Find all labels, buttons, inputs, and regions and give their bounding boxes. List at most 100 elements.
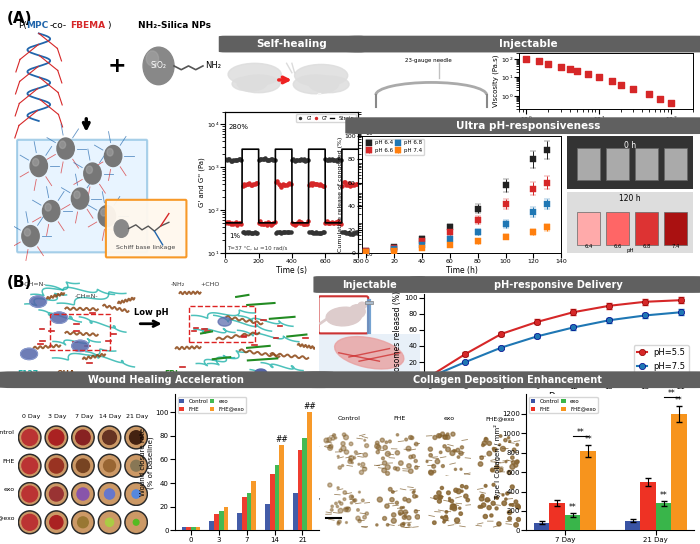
Circle shape	[345, 507, 351, 512]
X-axis label: Time (s): Time (s)	[276, 265, 307, 275]
Text: pH-responsive Delivery: pH-responsive Delivery	[494, 280, 622, 289]
G"	[292, 219, 303, 227]
Circle shape	[460, 468, 462, 470]
Text: F127: F127	[17, 370, 38, 379]
pH=5.5	[533, 319, 542, 325]
G'	[290, 156, 302, 164]
Circle shape	[361, 462, 365, 466]
Circle shape	[447, 491, 450, 494]
G'	[257, 155, 268, 164]
Circle shape	[508, 437, 510, 439]
G'	[232, 156, 243, 165]
Circle shape	[456, 448, 460, 452]
G"	[223, 219, 234, 228]
Circle shape	[104, 489, 115, 499]
Circle shape	[491, 468, 494, 472]
Bar	[270, 474, 274, 530]
Circle shape	[449, 499, 451, 502]
G"	[321, 217, 332, 226]
Circle shape	[404, 515, 407, 517]
Circle shape	[45, 454, 68, 477]
Circle shape	[342, 465, 344, 467]
G"	[349, 181, 360, 189]
Circle shape	[377, 445, 381, 450]
Circle shape	[481, 494, 484, 498]
pH=5.5	[497, 331, 505, 337]
G"	[269, 218, 280, 226]
Circle shape	[478, 462, 483, 466]
Circle shape	[482, 444, 484, 447]
Circle shape	[99, 456, 119, 475]
Bar	[186, 527, 191, 530]
Bar	[577, 147, 600, 181]
Circle shape	[353, 499, 356, 502]
G"	[313, 181, 324, 189]
Text: 7.4: 7.4	[671, 244, 680, 250]
Circle shape	[446, 435, 450, 440]
FancyBboxPatch shape	[106, 200, 186, 257]
Circle shape	[132, 490, 140, 498]
G'	[342, 228, 354, 237]
Bar	[565, 515, 580, 530]
Circle shape	[414, 459, 417, 462]
G'	[335, 156, 346, 164]
Bar	[209, 521, 214, 530]
Circle shape	[20, 348, 38, 360]
Circle shape	[228, 63, 281, 85]
G'	[242, 229, 253, 238]
G"	[326, 217, 337, 226]
G"	[328, 218, 339, 227]
G"	[282, 180, 293, 189]
Circle shape	[492, 484, 495, 486]
Text: -CH=N-: -CH=N-	[23, 282, 47, 287]
G"	[251, 178, 262, 187]
G"	[289, 220, 300, 229]
Circle shape	[443, 516, 448, 521]
Circle shape	[507, 471, 511, 474]
Circle shape	[497, 522, 501, 526]
Circle shape	[398, 510, 403, 515]
Bar	[214, 514, 219, 530]
G'	[244, 227, 255, 236]
Bar	[181, 527, 186, 530]
Legend: pH=5.5, pH=7.5: pH=5.5, pH=7.5	[634, 345, 689, 374]
Circle shape	[508, 510, 512, 515]
Point	[606, 77, 617, 86]
Bar	[635, 212, 658, 245]
Text: **: **	[676, 396, 683, 405]
G'	[249, 227, 260, 236]
G'	[289, 157, 300, 165]
Circle shape	[393, 467, 397, 470]
Circle shape	[454, 518, 460, 523]
FancyBboxPatch shape	[345, 36, 700, 52]
Circle shape	[502, 494, 504, 496]
X-axis label: Days: Days	[547, 392, 568, 401]
Bar	[251, 481, 256, 530]
Circle shape	[512, 461, 515, 464]
Circle shape	[131, 460, 141, 471]
G'	[314, 229, 326, 238]
Line: pH=7.5: pH=7.5	[426, 309, 684, 380]
Circle shape	[22, 486, 38, 502]
G'	[340, 228, 351, 237]
Circle shape	[510, 485, 514, 489]
Text: 280%: 280%	[229, 123, 248, 129]
Circle shape	[364, 440, 365, 441]
G'	[256, 155, 267, 164]
Point	[628, 84, 639, 93]
G'	[310, 227, 321, 236]
Circle shape	[329, 444, 333, 448]
Circle shape	[385, 465, 390, 469]
Circle shape	[433, 470, 435, 473]
Text: **: **	[569, 503, 577, 512]
Text: 6.8: 6.8	[642, 244, 650, 250]
Circle shape	[107, 149, 113, 156]
Circle shape	[45, 483, 68, 505]
Circle shape	[402, 506, 405, 508]
Circle shape	[337, 487, 340, 489]
Bar	[577, 212, 600, 245]
Circle shape	[450, 508, 452, 510]
Text: Gravity: Gravity	[315, 93, 343, 102]
Circle shape	[146, 51, 158, 66]
G"	[337, 182, 348, 190]
